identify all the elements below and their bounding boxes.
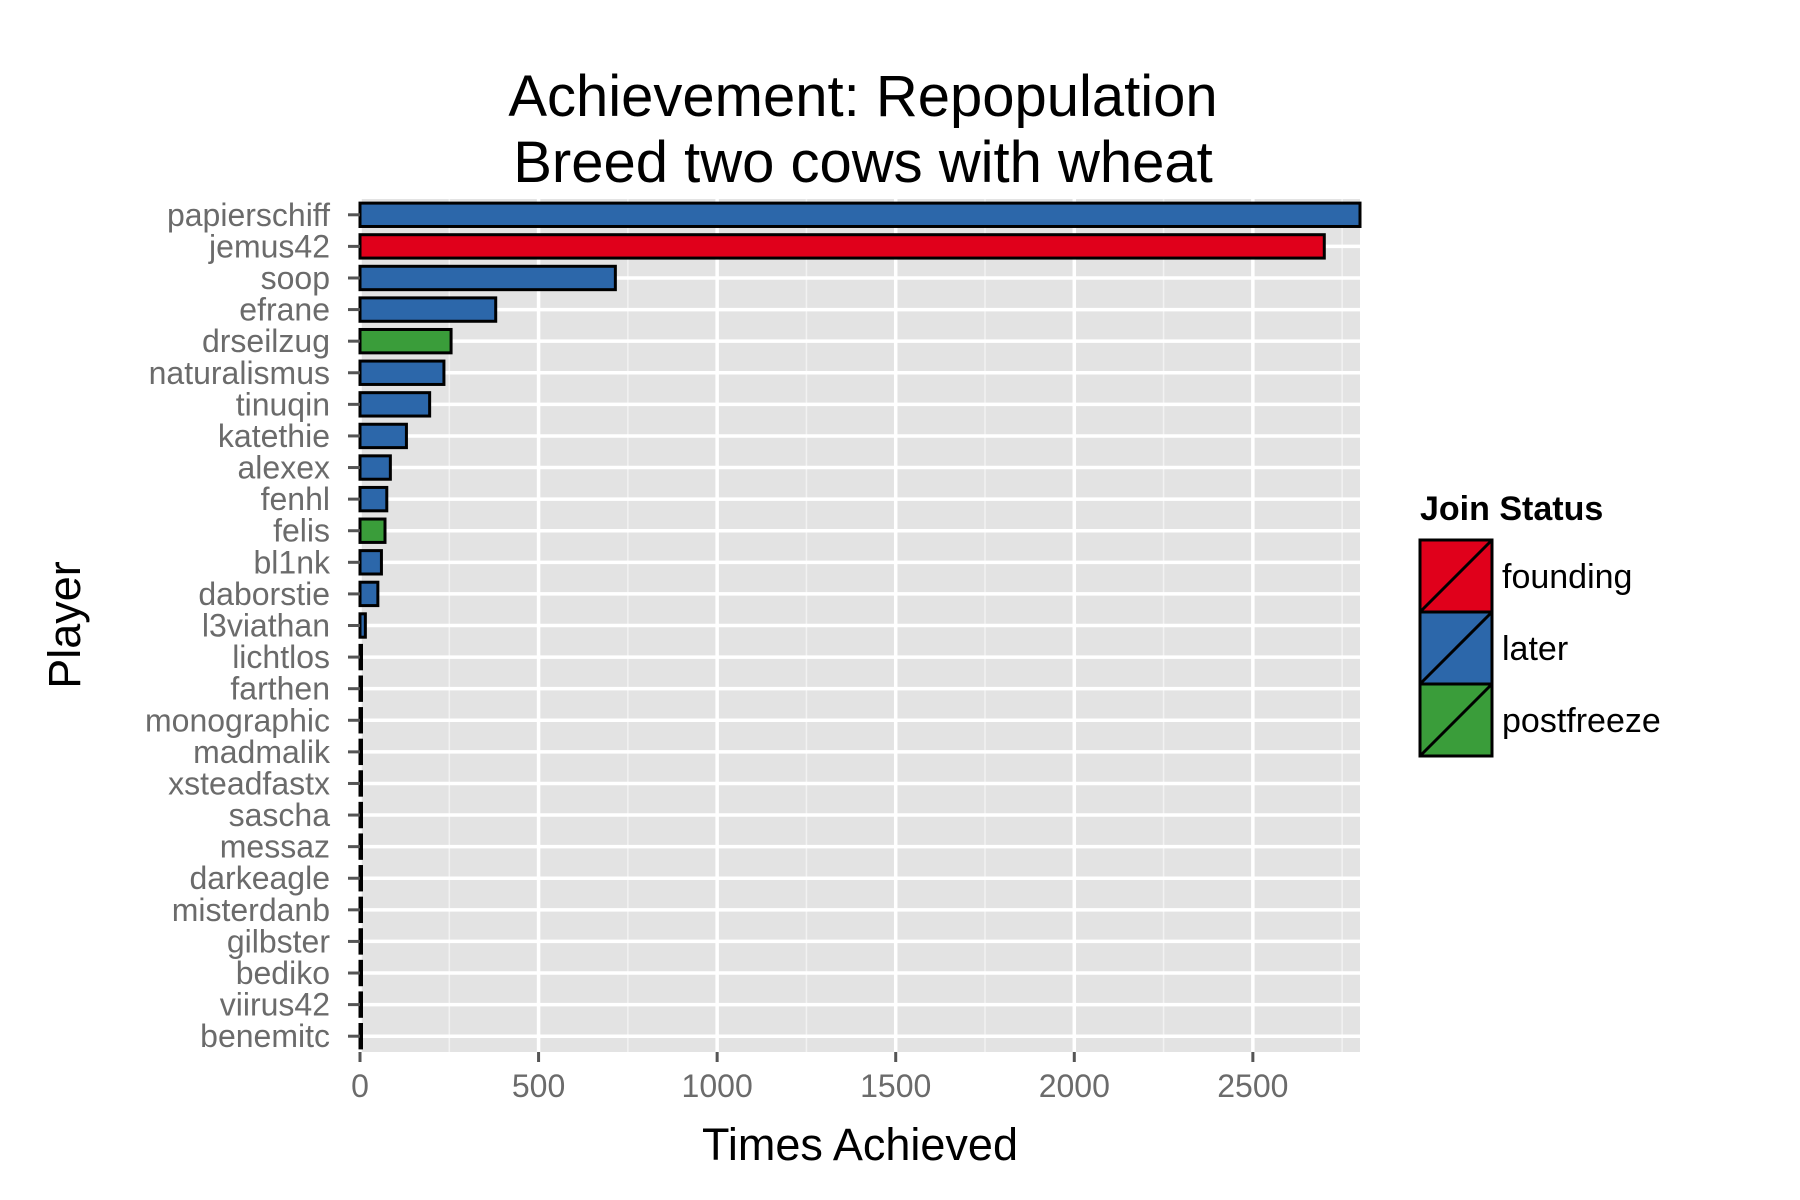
y-tick-label: misterdanb: [172, 892, 330, 928]
x-tick-label: 2000: [1039, 1068, 1110, 1104]
y-tick-label: l3viathan: [202, 608, 330, 644]
y-axis: papierschiffjemus42soopefranedrseilzugna…: [145, 197, 360, 1054]
legend-key-slash: [1418, 682, 1494, 758]
y-tick-label: madmalik: [193, 734, 331, 770]
bar-misterdanb: [358, 896, 363, 924]
x-tick-label: 2500: [1217, 1068, 1288, 1104]
x-tick-label: 0: [351, 1068, 369, 1104]
legend-item-founding: founding: [1418, 538, 1632, 614]
y-tick-label: darkeagle: [189, 860, 330, 896]
bar-felis: [358, 517, 387, 544]
bar-efrane: [358, 296, 498, 323]
y-tick-label: bediko: [236, 955, 330, 991]
y-tick-label: sascha: [229, 797, 331, 833]
bar-lichtlos: [358, 643, 363, 671]
bar-papierschiff: [358, 201, 1362, 228]
bar-l3viathan: [358, 612, 367, 639]
legend-item-later: later: [1418, 610, 1568, 686]
bar-drseilzug: [358, 327, 453, 355]
bar-gilbster: [358, 928, 363, 955]
y-tick-label: gilbster: [227, 923, 331, 959]
legend-title: Join Status: [1420, 490, 1603, 528]
y-tick-label: felis: [273, 513, 330, 549]
legend-item-postfreeze: postfreeze: [1418, 682, 1661, 758]
y-tick-label: soop: [261, 260, 330, 296]
bar-sascha: [358, 801, 363, 829]
bar-bediko: [358, 959, 363, 987]
y-tick-label: xsteadfastx: [168, 765, 330, 801]
bar-monographic: [358, 707, 363, 734]
x-tick-label: 1500: [860, 1068, 931, 1104]
y-tick-label: alexex: [238, 450, 331, 486]
y-tick-label: tinuqin: [236, 386, 330, 422]
y-tick-label: papierschiff: [167, 197, 330, 233]
y-tick-label: daborstie: [198, 576, 330, 612]
bar-daborstie: [358, 580, 380, 608]
bar-farthen: [358, 675, 363, 702]
y-tick-label: jemus42: [208, 228, 330, 264]
x-tick-label: 1000: [682, 1068, 753, 1104]
y-axis-title: Player: [39, 561, 90, 689]
bar-tinuqin: [358, 391, 432, 418]
y-tick-label: drseilzug: [202, 323, 330, 359]
bar-bl1nk: [358, 549, 383, 576]
legend-key-slash: [1418, 610, 1494, 686]
y-tick-label: viirus42: [220, 987, 330, 1023]
bar-madmalik: [358, 738, 363, 766]
bar-messaz: [358, 833, 363, 860]
legend-key-slash: [1418, 538, 1494, 614]
y-tick-label: monographic: [145, 702, 330, 738]
gridlines: [358, 199, 1360, 1052]
y-tick-label: farthen: [230, 671, 330, 707]
bar-fenhl: [358, 485, 389, 513]
y-tick-label: lichtlos: [232, 639, 330, 675]
bar-darkeagle: [358, 865, 363, 892]
y-tick-label: fenhl: [261, 481, 330, 517]
legend: Join Status founding later postfreeze: [1418, 490, 1661, 758]
y-tick-label: bl1nk: [254, 544, 332, 580]
legend-label-founding: founding: [1502, 558, 1632, 596]
bar-benemitc: [358, 1023, 363, 1050]
legend-label-later: later: [1502, 630, 1568, 668]
bar-katethie: [358, 422, 408, 450]
x-tick-label: 500: [512, 1068, 565, 1104]
y-tick-label: efrane: [239, 292, 330, 328]
chart-title-line-2: Breed two cows with wheat: [513, 130, 1213, 195]
bar-alexex: [358, 454, 392, 481]
y-tick-label: naturalismus: [149, 355, 330, 391]
x-axis-title: Times Achieved: [702, 1119, 1018, 1170]
y-tick-label: benemitc: [200, 1018, 330, 1054]
bar-jemus42: [358, 233, 1326, 260]
y-tick-label: messaz: [220, 829, 330, 865]
bar-viirus42: [358, 991, 363, 1018]
x-axis: 0 500 1000 1500 2000 2500: [351, 1052, 1288, 1104]
legend-label-postfreeze: postfreeze: [1502, 702, 1661, 740]
bar-naturalismus: [358, 359, 446, 386]
chart-title-line-1: Achievement: Repopulation: [508, 64, 1217, 129]
bar-xsteadfastx: [358, 770, 363, 797]
y-tick-label: katethie: [218, 418, 330, 454]
bar-soop: [358, 264, 617, 292]
